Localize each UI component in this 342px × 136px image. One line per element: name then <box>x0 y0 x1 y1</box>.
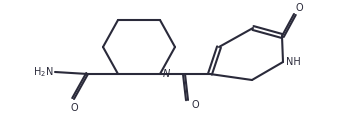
Text: NH: NH <box>286 57 301 67</box>
Text: N: N <box>163 69 170 79</box>
Text: O: O <box>296 3 304 13</box>
Text: O: O <box>192 100 200 110</box>
Text: H$_2$N: H$_2$N <box>32 65 53 79</box>
Text: O: O <box>70 103 78 113</box>
